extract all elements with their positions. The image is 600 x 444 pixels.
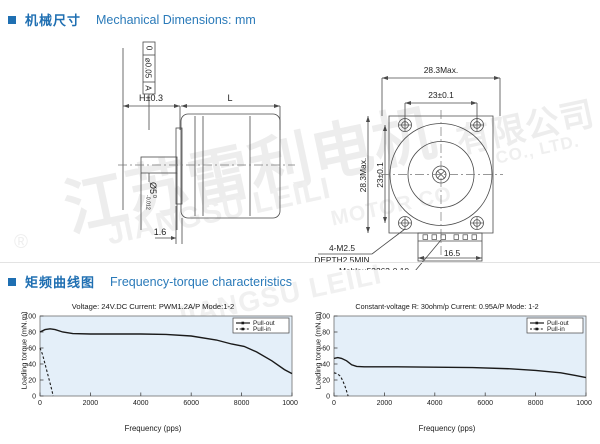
dim-hole-pitch-v-label: 23±0.1 [375,162,385,188]
dim-h-label: H±0.3 [139,93,163,103]
section-title-cn: 机械尺寸 [25,13,82,28]
svg-text:100: 100 [318,313,330,320]
svg-text:6000: 6000 [477,400,493,407]
note-thread-label: 4-M2.5 [329,243,355,253]
section-header-frequency: 矩频曲线图 Frequency-torque characteristics [8,272,292,291]
svg-text:Pull-out: Pull-out [253,320,275,327]
dim-connector-label: 16.5 [444,248,461,258]
svg-text:0: 0 [326,393,330,400]
svg-text:40: 40 [28,361,36,368]
chart-x-axis-label: Frequency (pps) [418,424,476,433]
section-header-mechanical: 机械尺寸 Mechanical Dimensions: mm [8,10,256,29]
dim-l-label: L [227,93,232,103]
svg-text:10000: 10000 [282,400,298,407]
dim-flange-label: 1.6 [154,227,167,237]
chart-title: Voltage: 24V.DC Current: PWM1.2A/P Mode:… [71,302,235,311]
svg-text:4000: 4000 [133,400,149,407]
bullet-icon [8,15,16,24]
svg-text:20: 20 [28,377,36,384]
svg-text:0: 0 [332,400,336,407]
svg-text:6000: 6000 [183,400,199,407]
chart-constant-voltage-drive: Constant-voltage R: 30ohm/p Current: 0.9… [302,300,593,440]
svg-text:80: 80 [28,329,36,336]
chart-title: Constant-voltage R: 30ohm/p Current: 0.9… [355,302,539,311]
bullet-icon [8,277,16,286]
svg-text:Pull-in: Pull-in [547,326,565,333]
svg-text:80: 80 [322,329,330,336]
svg-text:8000: 8000 [528,400,544,407]
svg-text:0: 0 [38,400,42,407]
mechanical-drawing: 0 ⌀0.05 A H±0.3 L Ø5 0 [0,30,600,270]
chart-plot: 0 20 40 60 80 100 0 2000 4000 6000 8000 10000 Pull-o… [24,313,298,407]
svg-text:20: 20 [322,377,330,384]
svg-text:Pull-out: Pull-out [547,320,569,327]
section-title-en: Mechanical Dimensions: mm [96,12,256,27]
svg-text:60: 60 [322,345,330,352]
watermark-registered-mark: ® [14,232,28,253]
section-title-en: Frequency-torque characteristics [110,274,293,289]
svg-text:4000: 4000 [427,400,443,407]
dim-width-max-label: 28.3Max. [424,65,458,75]
svg-text:60: 60 [28,345,36,352]
chart-x-axis-label: Frequency (pps) [124,424,182,433]
svg-text:0: 0 [32,393,36,400]
svg-text:40: 40 [322,361,330,368]
svg-text:A: A [143,85,152,91]
section-title-cn: 矩频曲线图 [25,275,96,290]
svg-text:0: 0 [146,45,155,50]
chart-pwm-drive: Voltage: 24V.DC Current: PWM1.2A/P Mode:… [8,300,299,440]
svg-text:⌀0.05: ⌀0.05 [143,58,152,79]
svg-text:10000: 10000 [576,400,592,407]
svg-text:Pull-in: Pull-in [253,326,271,333]
svg-text:2000: 2000 [83,400,99,407]
divider [0,262,600,263]
svg-text:2000: 2000 [377,400,393,407]
dim-shaft-label: Ø5 [148,182,158,194]
note-depth-label: DEPTH2.5MIN [314,255,369,265]
chart-plot: 0 20 40 60 80 100 0 2000 4000 6000 8000 10000 Pull-o… [318,313,592,407]
svg-text:-0.012: -0.012 [145,195,151,210]
dim-hole-pitch-h-label: 23±0.1 [428,90,454,100]
svg-text:0: 0 [151,195,157,198]
svg-text:100: 100 [24,313,36,320]
dim-height-max-label: 28.3Max. [358,158,368,192]
note-connector-label: Moble×53263-0.10 [339,266,409,270]
svg-text:8000: 8000 [234,400,250,407]
